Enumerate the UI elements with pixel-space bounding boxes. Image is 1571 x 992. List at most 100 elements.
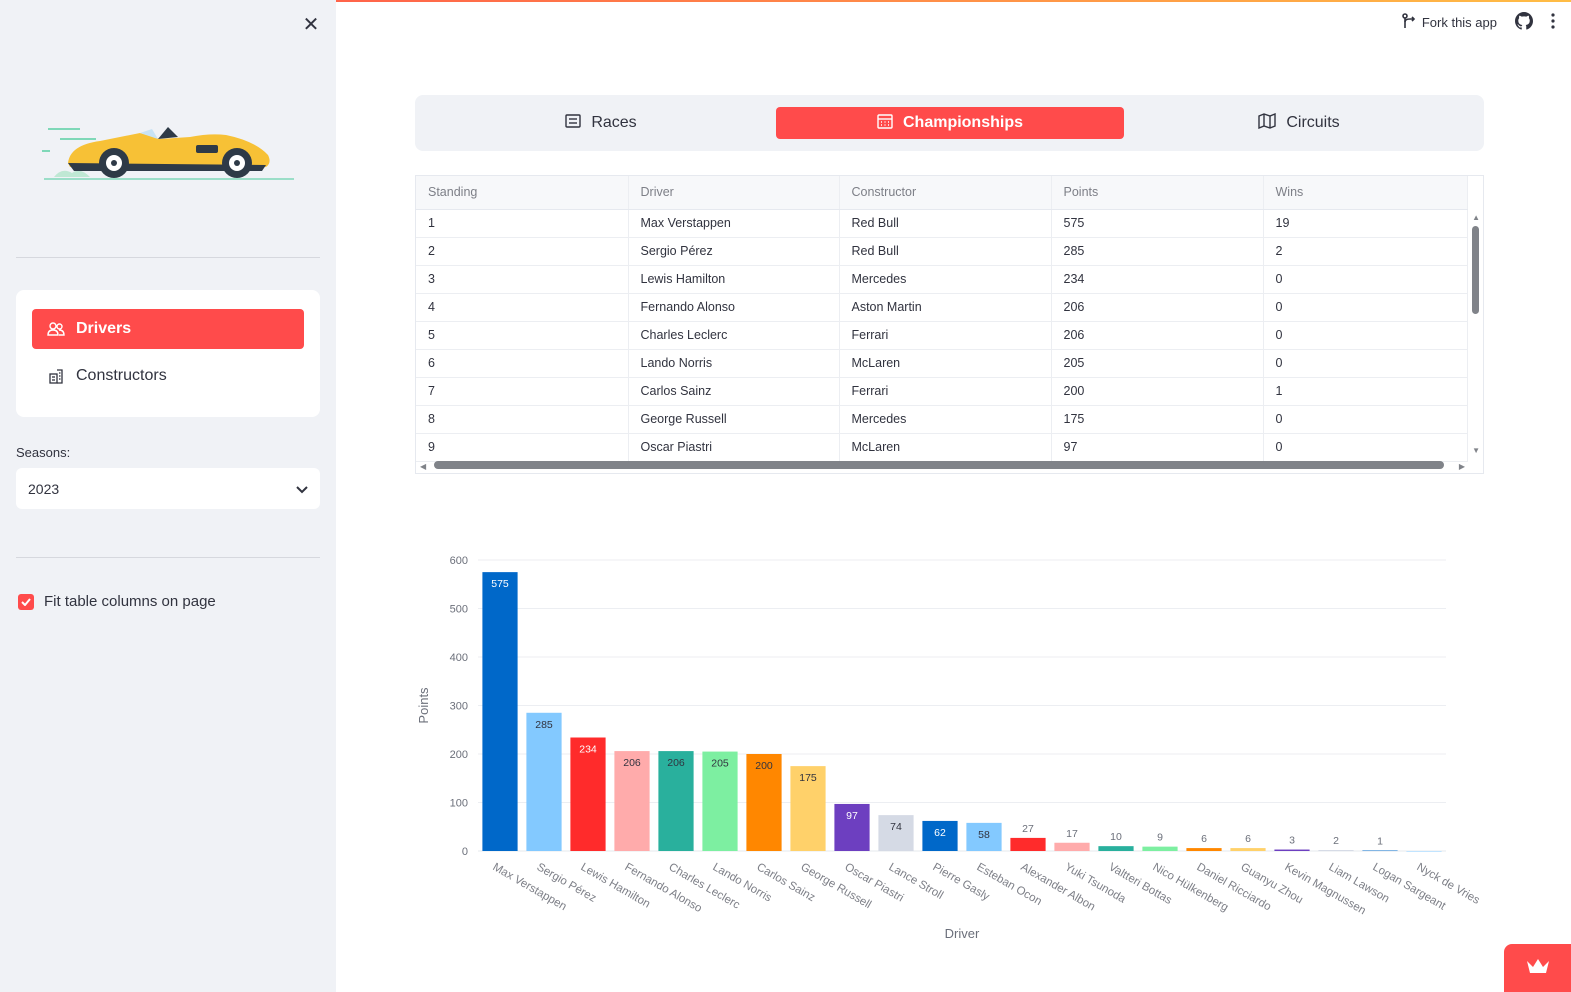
table-cell[interactable]: Charles Leclerc <box>628 321 840 350</box>
column-header-standing[interactable]: Standing <box>416 176 629 210</box>
checkmark-icon <box>18 593 34 610</box>
nav-item-label: Drivers <box>76 320 132 337</box>
x-axis-title: Driver <box>945 926 980 941</box>
table-cell[interactable]: Mercedes <box>839 405 1052 434</box>
column-header-points[interactable]: Points <box>1051 176 1264 210</box>
data-label: 206 <box>667 757 685 769</box>
fit-columns-label: Fit table columns on page <box>44 593 216 610</box>
standings-table[interactable]: Standing Driver Constructor Points Wins … <box>415 175 1484 474</box>
table-cell[interactable]: George Russell <box>628 405 840 434</box>
table-cell[interactable]: 3 <box>416 265 629 294</box>
tab-label: Races <box>591 114 637 131</box>
table-cell[interactable]: Ferrari <box>839 377 1052 406</box>
table-cell[interactable]: 0 <box>1263 321 1468 350</box>
data-label: 17 <box>1066 828 1078 840</box>
table-cell[interactable]: 5 <box>416 321 629 350</box>
table-cell[interactable]: McLaren <box>839 433 1052 462</box>
table-cell[interactable]: 2 <box>416 237 629 266</box>
seasons-label: Seasons: <box>16 445 71 460</box>
table-cell[interactable]: McLaren <box>839 349 1052 378</box>
table-cell[interactable]: 175 <box>1051 405 1264 434</box>
horizontal-scrollbar[interactable] <box>434 461 1444 469</box>
table-row[interactable]: 8 George Russell Mercedes 175 0 <box>416 405 1468 434</box>
column-header-driver[interactable]: Driver <box>628 176 840 210</box>
season-select[interactable]: 2023 <box>16 468 320 509</box>
more-options-icon[interactable] <box>1551 13 1555 32</box>
table-cell[interactable]: 4 <box>416 293 629 322</box>
table-cell[interactable]: 205 <box>1051 349 1264 378</box>
tab-championships[interactable]: Championships <box>776 107 1124 139</box>
table-cell[interactable]: Lando Norris <box>628 349 840 378</box>
fork-app-button[interactable]: Fork this app <box>1402 13 1497 32</box>
data-label: 175 <box>799 772 817 784</box>
table-cell[interactable]: 206 <box>1051 293 1264 322</box>
fit-columns-checkbox[interactable]: Fit table columns on page <box>18 593 216 610</box>
table-row[interactable]: 1 Max Verstappen Red Bull 575 19 <box>416 209 1468 238</box>
bar <box>1406 851 1442 852</box>
column-header-constructor[interactable]: Constructor <box>839 176 1052 210</box>
y-tick-label: 200 <box>450 749 468 761</box>
table-cell[interactable]: 97 <box>1051 433 1264 462</box>
table-cell[interactable]: Red Bull <box>839 209 1052 238</box>
table-row[interactable]: 5 Charles Leclerc Ferrari 206 0 <box>416 321 1468 350</box>
table-cell[interactable]: 0 <box>1263 405 1468 434</box>
table-cell[interactable]: Oscar Piastri <box>628 433 840 462</box>
table-cell[interactable]: Ferrari <box>839 321 1052 350</box>
bar <box>746 754 782 851</box>
table-cell[interactable]: 0 <box>1263 433 1468 462</box>
table-cell[interactable]: 9 <box>416 433 629 462</box>
table-cell[interactable]: 8 <box>416 405 629 434</box>
table-row[interactable]: 6 Lando Norris McLaren 205 0 <box>416 349 1468 378</box>
tab-circuits[interactable]: Circuits <box>1125 107 1473 139</box>
table-row[interactable]: 9 Oscar Piastri McLaren 97 0 <box>416 433 1468 462</box>
scroll-down-arrow-icon[interactable]: ▼ <box>1472 446 1480 455</box>
tab-races[interactable]: Races <box>427 107 775 139</box>
scroll-left-arrow-icon[interactable]: ◀ <box>420 462 427 471</box>
race-car-logo <box>42 127 294 180</box>
table-cell[interactable]: 0 <box>1263 349 1468 378</box>
y-tick-label: 600 <box>450 555 468 567</box>
nav-item-drivers[interactable]: Drivers <box>32 309 304 349</box>
scroll-up-arrow-icon[interactable]: ▲ <box>1472 213 1480 222</box>
table-cell[interactable]: 0 <box>1263 265 1468 294</box>
table-cell[interactable]: 2 <box>1263 237 1468 266</box>
table-cell[interactable]: 6 <box>416 349 629 378</box>
bar <box>526 712 562 851</box>
x-tick-label: Alexander Albon <box>1019 861 1098 913</box>
table-cell[interactable]: Mercedes <box>839 265 1052 294</box>
table-cell[interactable]: Carlos Sainz <box>628 377 840 406</box>
table-cell[interactable]: 1 <box>416 209 629 238</box>
table-cell[interactable]: 0 <box>1263 293 1468 322</box>
bar <box>1186 848 1222 851</box>
table-cell[interactable]: 7 <box>416 377 629 406</box>
table-cell[interactable]: 206 <box>1051 321 1264 350</box>
github-icon[interactable] <box>1515 12 1533 33</box>
nav-item-constructors[interactable]: Constructors <box>32 356 304 396</box>
scroll-right-arrow-icon[interactable]: ▶ <box>1458 462 1465 471</box>
table-cell[interactable]: 285 <box>1051 237 1264 266</box>
table-header-row: Standing Driver Constructor Points Wins <box>416 176 1468 210</box>
table-row[interactable]: 3 Lewis Hamilton Mercedes 234 0 <box>416 265 1468 294</box>
streamlit-badge[interactable] <box>1504 944 1571 992</box>
table-cell[interactable]: Aston Martin <box>839 293 1052 322</box>
table-cell[interactable]: Sergio Pérez <box>628 237 840 266</box>
table-cell[interactable]: Red Bull <box>839 237 1052 266</box>
table-cell[interactable]: 19 <box>1263 209 1468 238</box>
table-cell[interactable]: 1 <box>1263 377 1468 406</box>
data-label: 97 <box>846 810 858 822</box>
column-header-wins[interactable]: Wins <box>1263 176 1468 210</box>
table-cell[interactable]: Lewis Hamilton <box>628 265 840 294</box>
app-header: Fork this app <box>1402 12 1555 33</box>
data-label: 285 <box>535 719 553 731</box>
table-row[interactable]: 4 Fernando Alonso Aston Martin 206 0 <box>416 293 1468 322</box>
table-row[interactable]: 2 Sergio Pérez Red Bull 285 2 <box>416 237 1468 266</box>
vertical-scrollbar[interactable] <box>1472 226 1479 314</box>
table-cell[interactable]: 234 <box>1051 265 1264 294</box>
table-cell[interactable]: Max Verstappen <box>628 209 840 238</box>
table-row[interactable]: 7 Carlos Sainz Ferrari 200 1 <box>416 377 1468 406</box>
table-cell[interactable]: 200 <box>1051 377 1264 406</box>
table-cell[interactable]: 575 <box>1051 209 1264 238</box>
close-sidebar-button[interactable]: ✕ <box>302 14 320 36</box>
x-tick-label: Fernando Alonso <box>623 861 704 915</box>
table-cell[interactable]: Fernando Alonso <box>628 293 840 322</box>
